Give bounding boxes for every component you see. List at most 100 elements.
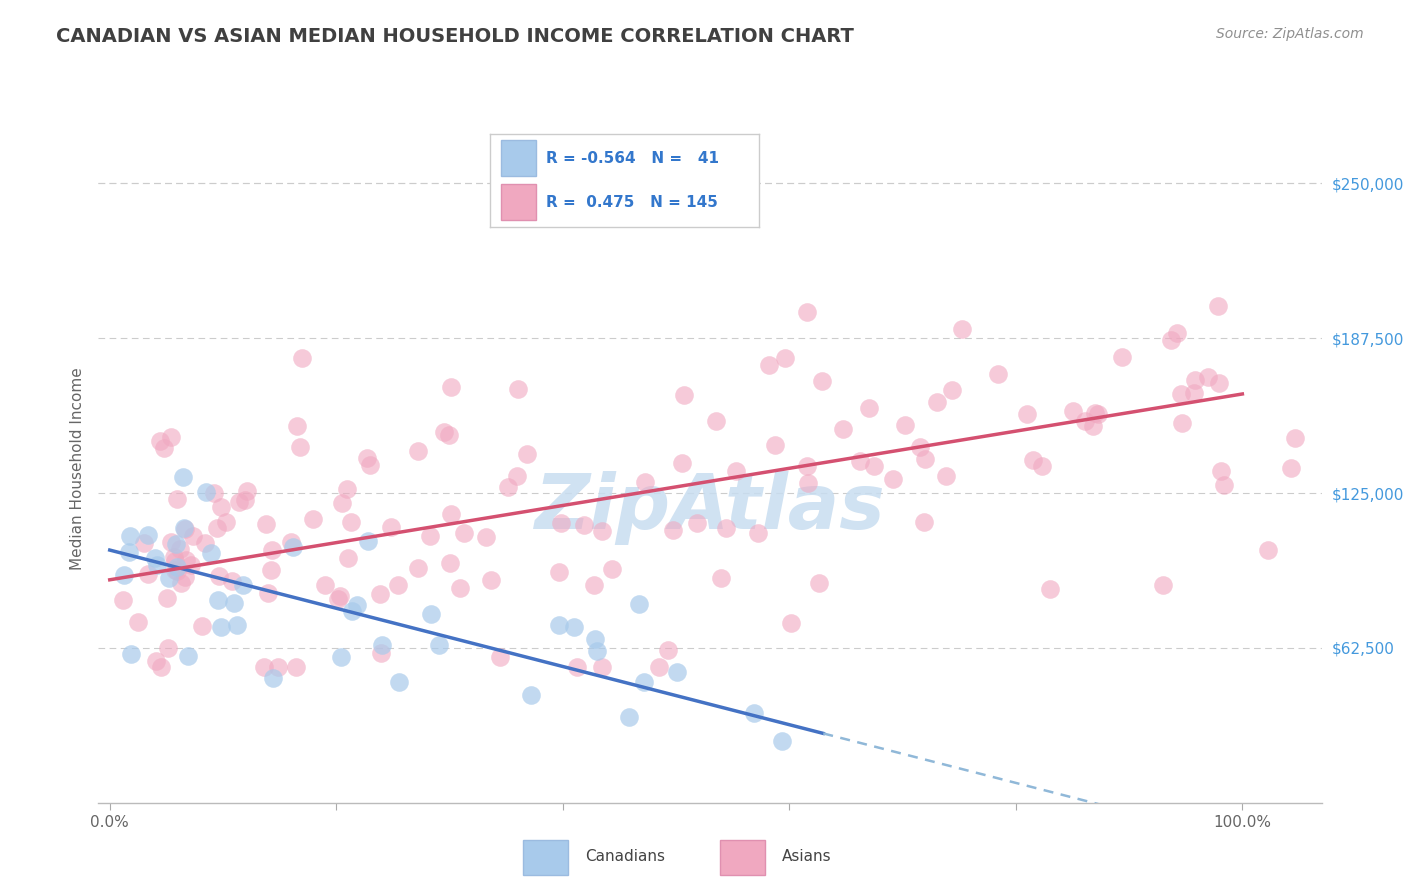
Point <box>209 620 232 634</box>
Point <box>340 515 363 529</box>
Text: Asians: Asians <box>782 849 831 863</box>
Point <box>163 554 186 568</box>
Point <box>285 418 308 433</box>
Point <box>862 459 884 474</box>
Point <box>150 659 173 673</box>
Bar <box>523 840 568 875</box>
Point <box>166 560 188 574</box>
Point <box>132 536 155 550</box>
Point <box>169 541 191 556</box>
Point <box>987 367 1010 381</box>
Point <box>202 486 225 500</box>
Point <box>832 422 855 436</box>
Point <box>420 607 443 621</box>
Point <box>763 438 786 452</box>
Point <box>1152 578 1174 592</box>
Point <box>672 388 695 402</box>
Point <box>221 574 243 589</box>
Point <box>1171 416 1194 430</box>
Point <box>145 654 167 668</box>
Point <box>912 515 935 529</box>
Point <box>371 638 394 652</box>
Point <box>671 457 693 471</box>
Point <box>285 659 308 673</box>
Point <box>257 586 280 600</box>
Point <box>1084 406 1107 420</box>
Point <box>474 530 496 544</box>
Point <box>1166 326 1188 341</box>
Point <box>136 566 159 581</box>
Point <box>388 674 411 689</box>
Point <box>156 591 179 606</box>
Point <box>662 523 685 537</box>
Point <box>1257 542 1279 557</box>
Point <box>314 578 336 592</box>
Point <box>548 617 571 632</box>
Point <box>1021 453 1043 467</box>
Point <box>1087 407 1109 421</box>
Text: R = -0.564   N =   41: R = -0.564 N = 41 <box>547 151 720 166</box>
Point <box>166 564 188 578</box>
Point <box>633 674 655 689</box>
Point <box>232 578 254 592</box>
Point <box>574 517 596 532</box>
Point <box>406 443 429 458</box>
Point <box>380 519 402 533</box>
Point <box>583 578 606 592</box>
Point <box>302 512 325 526</box>
Point <box>716 520 738 534</box>
Point <box>253 659 276 673</box>
Point <box>118 529 141 543</box>
Point <box>356 450 378 465</box>
Point <box>882 472 904 486</box>
Point <box>228 494 250 508</box>
Point <box>191 619 214 633</box>
Point <box>797 475 820 490</box>
Point <box>166 492 188 507</box>
Text: R =  0.475   N = 145: R = 0.475 N = 145 <box>547 194 718 210</box>
Point <box>1073 414 1095 428</box>
Point <box>152 441 174 455</box>
Point <box>1284 431 1306 445</box>
Point <box>207 592 229 607</box>
Point <box>453 526 475 541</box>
Point <box>439 556 461 570</box>
Point <box>173 521 195 535</box>
Point <box>914 452 936 467</box>
Point <box>149 434 172 449</box>
Point <box>950 322 973 336</box>
Point <box>174 553 197 567</box>
Bar <box>720 840 765 875</box>
Point <box>159 534 181 549</box>
Point <box>136 527 159 541</box>
Point <box>235 493 257 508</box>
Point <box>194 536 217 550</box>
Point <box>342 604 364 618</box>
Point <box>163 550 186 565</box>
Point <box>207 521 229 535</box>
Point <box>858 401 880 416</box>
Point <box>427 638 450 652</box>
Point <box>770 734 793 748</box>
Point <box>724 464 747 478</box>
Point <box>127 615 149 629</box>
Point <box>496 480 519 494</box>
Point <box>657 643 679 657</box>
Point <box>208 569 231 583</box>
Point <box>941 384 963 398</box>
Point <box>329 589 352 603</box>
Point <box>925 394 948 409</box>
Point <box>288 441 311 455</box>
Point <box>330 649 353 664</box>
Point <box>1081 418 1104 433</box>
Point <box>346 598 368 612</box>
Point <box>1208 299 1230 313</box>
Point <box>1279 461 1302 475</box>
Text: Source: ZipAtlas.com: Source: ZipAtlas.com <box>1216 27 1364 41</box>
Point <box>180 558 202 572</box>
Point <box>165 537 187 551</box>
Point <box>440 507 463 521</box>
Point <box>1211 464 1233 478</box>
Point <box>181 528 204 542</box>
Point <box>336 483 359 497</box>
